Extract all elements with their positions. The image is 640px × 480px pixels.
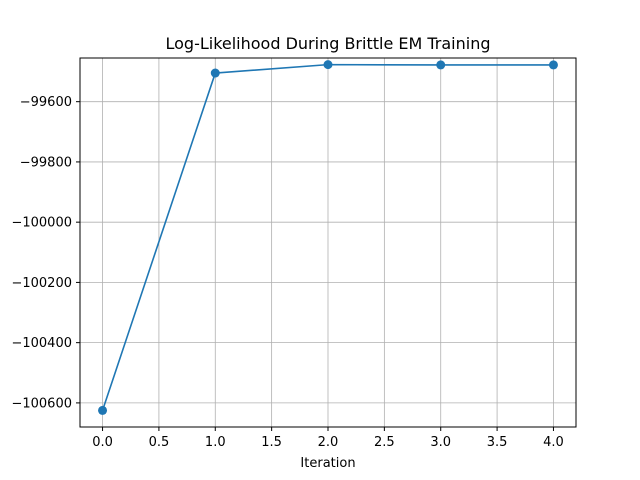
x-tick-label: 2.5 xyxy=(374,435,395,450)
data-point xyxy=(436,60,446,70)
y-tick-label: −100400 xyxy=(11,336,72,351)
x-tick-label: 3.0 xyxy=(430,435,451,450)
data-point xyxy=(548,60,558,70)
x-tick-label: 0.5 xyxy=(149,435,170,450)
x-axis: 0.0 0.5 1.0 1.5 2.0 2.5 3.0 3.5 4.0 xyxy=(92,427,564,450)
x-tick-label: 4.0 xyxy=(543,435,564,450)
series xyxy=(98,60,558,415)
y-axis: −100600 −100400 −100200 −100000 −99800 −99600 xyxy=(11,95,80,411)
y-tick-label: −100200 xyxy=(11,276,72,291)
x-tick-label: 3.5 xyxy=(487,435,508,450)
x-tick-label: 2.0 xyxy=(318,435,339,450)
y-tick-label: −100600 xyxy=(11,396,72,411)
x-tick-label: 1.0 xyxy=(205,435,226,450)
x-axis-title: Iteration xyxy=(300,456,355,471)
y-tick-label: −99800 xyxy=(20,155,72,170)
data-point xyxy=(210,68,220,78)
chart-title: Log-Likelihood During Brittle EM Trainin… xyxy=(165,34,490,53)
data-point xyxy=(323,60,333,70)
data-point xyxy=(98,405,108,415)
x-tick-label: 0.0 xyxy=(92,435,113,450)
grid xyxy=(80,58,576,427)
y-tick-label: −99600 xyxy=(20,95,72,110)
y-tick-label: −100000 xyxy=(11,216,72,231)
x-tick-label: 1.5 xyxy=(261,435,282,450)
